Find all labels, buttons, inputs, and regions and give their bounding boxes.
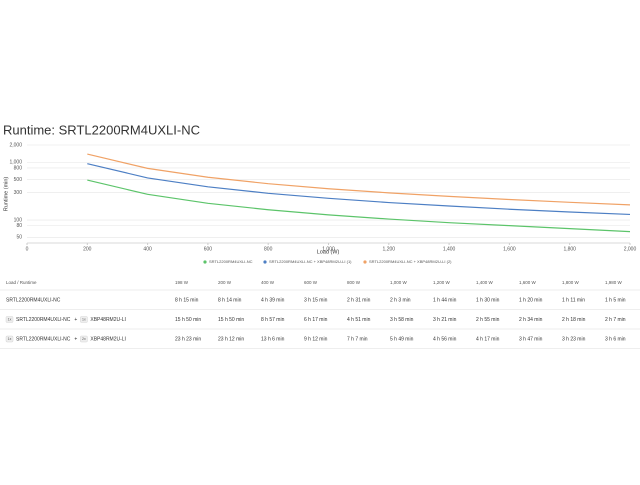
x-tick-label: 1,400 — [443, 246, 456, 252]
runtime-cell: 9 h 12 min — [304, 336, 328, 342]
runtime-cell: 3 h 47 min — [519, 336, 543, 342]
legend-label: SRTL2200RM4UXLI-NC + XBP48RM2U-LI (2) — [369, 259, 452, 264]
table-header: 800 W — [347, 280, 361, 285]
legend-label: SRTL2200RM4UXLI-NC + XBP48RM2U-LI (1) — [269, 259, 352, 264]
y-axis-label: Runtime (min) — [3, 177, 9, 212]
runtime-cell: 2 h 7 min — [605, 317, 626, 323]
runtime-cell: 8 h 14 min — [218, 297, 242, 303]
y-tick-label: 800 — [14, 165, 23, 171]
y-tick-label: 1,000 — [9, 160, 22, 166]
chart-title: Runtime: SRTL2200RM4UXLI-NC — [3, 122, 200, 137]
legend-marker — [263, 260, 267, 264]
runtime-cell: 1 h 11 min — [562, 297, 585, 303]
runtime-cell: 4 h 51 min — [347, 317, 371, 323]
runtime-cell: 1 h 44 min — [433, 297, 457, 303]
runtime-cell: 15 h 50 min — [218, 317, 244, 323]
x-tick-label: 200 — [83, 246, 92, 252]
runtime-cell: 3 h 58 min — [390, 317, 414, 323]
runtime-cell: 3 h 15 min — [304, 297, 328, 303]
legend-label: SRTL2200RM4UXLI-NC — [209, 259, 253, 264]
table-header: 1,800 W — [562, 280, 580, 285]
legend-marker — [363, 260, 367, 264]
qty-label: 2x — [82, 337, 86, 341]
y-tick-label: 80 — [16, 223, 22, 229]
y-tick-label: 100 — [14, 217, 23, 223]
runtime-cell: 2 h 3 min — [390, 297, 411, 303]
x-tick-label: 1,000 — [322, 246, 335, 252]
runtime-cell: 5 h 49 min — [390, 336, 414, 342]
product-name: SRTL2200RM4UXLI-NC — [16, 317, 71, 323]
runtime-cell: 1 h 5 min — [605, 297, 626, 303]
runtime-cell: 1 h 20 min — [519, 297, 543, 303]
table-header: 1,200 W — [433, 280, 451, 285]
runtime-cell: 7 h 7 min — [347, 336, 368, 342]
x-axis-label: Load (W) — [317, 249, 340, 255]
joiner: + — [74, 317, 77, 323]
x-tick-label: 1,800 — [563, 246, 576, 252]
x-tick-label: 1,200 — [383, 246, 396, 252]
product-name: XBP48RM2U-LI — [90, 317, 126, 323]
product-name: SRTL2200RM4UXLI-NC — [6, 297, 61, 303]
runtime-cell: 3 h 23 min — [562, 336, 586, 342]
runtime-cell: 13 h 6 min — [261, 336, 285, 342]
qty-badge — [5, 335, 14, 343]
runtime-cell: 4 h 17 min — [476, 336, 500, 342]
product-name: SRTL2200RM4UXLI-NC — [16, 336, 71, 342]
y-tick-label: 500 — [14, 177, 23, 183]
qty-badge — [80, 316, 88, 323]
x-tick-label: 0 — [26, 246, 29, 252]
x-tick-label: 1,600 — [503, 246, 516, 252]
qty-label: 1x — [8, 317, 12, 321]
series-line — [87, 163, 631, 216]
product-name: XBP48RM2U-LI — [90, 336, 126, 342]
qty-label: 1x — [82, 317, 86, 321]
x-tick-label: 800 — [264, 246, 273, 252]
runtime-cell: 23 h 12 min — [218, 336, 244, 342]
table-header: 198 W — [175, 280, 189, 285]
table-header: 600 W — [304, 280, 318, 285]
table-header: Load / Runtime — [6, 280, 37, 285]
runtime-cell: 15 h 50 min — [175, 317, 201, 323]
runtime-cell: 2 h 18 min — [562, 317, 586, 323]
qty-label: 1x — [8, 337, 12, 341]
runtime-cell: 8 h 15 min — [175, 297, 199, 303]
runtime-cell: 4 h 56 min — [433, 336, 457, 342]
x-tick-label: 2,000 — [624, 246, 637, 252]
runtime-cell: 2 h 31 min — [347, 297, 371, 303]
joiner: + — [74, 336, 77, 342]
runtime-cell: 2 h 34 min — [519, 317, 543, 323]
table-header: 1,000 W — [390, 280, 408, 285]
runtime-cell: 23 h 23 min — [175, 336, 201, 342]
y-tick-label: 300 — [14, 190, 23, 196]
x-tick-label: 600 — [204, 246, 213, 252]
table-header: 400 W — [261, 280, 275, 285]
qty-badge — [5, 316, 14, 323]
qty-badge — [80, 335, 88, 343]
runtime-cell: 1 h 30 min — [476, 297, 500, 303]
runtime-cell: 8 h 57 min — [261, 317, 285, 323]
table-header: 1,600 W — [519, 280, 537, 285]
runtime-cell: 3 h 21 min — [433, 317, 457, 323]
legend-marker — [203, 260, 207, 264]
y-tick-label: 50 — [16, 235, 22, 241]
series-line — [87, 179, 631, 233]
table-header: 1,400 W — [476, 280, 494, 285]
runtime-cell: 3 h 6 min — [605, 336, 626, 342]
y-tick-label: 2,000 — [9, 142, 22, 148]
table-header: 1,980 W — [605, 280, 623, 285]
table-header: 200 W — [218, 280, 232, 285]
runtime-cell: 2 h 55 min — [476, 317, 500, 323]
runtime-cell: 4 h 39 min — [261, 297, 285, 303]
x-tick-label: 400 — [143, 246, 152, 252]
series-line — [87, 153, 631, 206]
runtime-cell: 6 h 17 min — [304, 317, 328, 323]
